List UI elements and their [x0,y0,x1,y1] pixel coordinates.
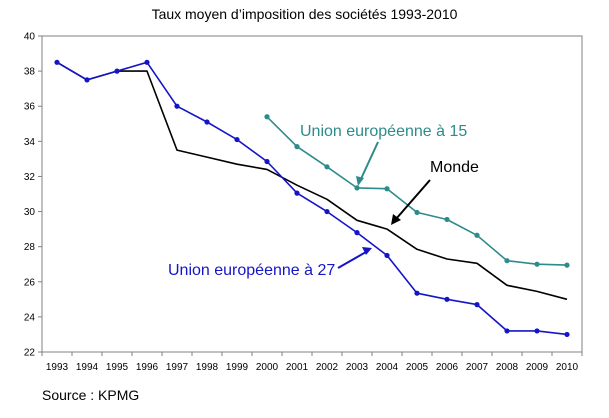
series-label-monde: Monde [430,159,479,176]
series-arrowhead-ue27 [362,247,372,255]
series-1 [264,114,570,268]
series-line [56,61,568,301]
x-tick-label: 1999 [226,362,249,373]
x-tick-label: 2002 [316,362,339,373]
data-point [564,262,570,268]
plot-area [41,35,583,353]
data-point [174,103,180,109]
y-tick-label: 22 [24,348,36,359]
data-point [384,252,390,259]
x-tick-label: 2007 [466,362,489,373]
data-point [414,290,420,296]
data-point [84,77,90,83]
series-arrow-ue27 [337,251,367,269]
series-arrow-monde [395,179,431,220]
data-point [414,209,420,216]
data-point [294,144,300,150]
x-tick-label: 2000 [256,362,279,373]
x-tick-label: 2009 [526,362,549,373]
data-point [474,302,480,308]
data-point [294,190,300,196]
x-tick-label: 1993 [46,362,69,373]
series-arrow-ue15 [359,141,379,182]
x-tick-label: 1997 [166,362,189,373]
data-point [144,59,150,65]
x-tick-label: 2001 [286,362,309,373]
x-tick-label: 2004 [376,362,399,373]
y-tick-label: 32 [24,172,36,183]
x-tick-label: 1998 [196,362,219,373]
y-tick-label: 24 [24,312,36,323]
y-tick-label: 38 [24,67,36,78]
x-tick-label: 1994 [76,362,99,373]
x-tick-label: 2003 [346,362,369,373]
data-point [54,59,60,65]
series-label-ue15: Union européenne à 15 [300,123,467,140]
data-point [354,185,360,191]
data-point [234,136,240,143]
x-tick-label: 2006 [436,362,459,373]
data-point [354,230,360,236]
x-tick-label: 2005 [406,362,429,373]
data-point [504,328,510,334]
series-2 [54,59,570,338]
series-0 [56,61,568,301]
data-point [324,164,330,170]
x-tick-label: 1996 [136,362,159,373]
series-arrowhead-monde [391,214,401,225]
data-point [444,296,450,302]
data-point [114,68,120,74]
y-tick-label: 40 [24,32,36,43]
data-point [534,328,540,334]
data-point [504,258,510,264]
data-point [324,208,330,215]
series-line [56,61,568,336]
y-tick-label: 28 [24,242,36,253]
y-tick-label: 26 [24,277,36,288]
data-point [534,261,540,267]
data-point [564,331,570,338]
data-point [264,158,270,165]
series-arrowhead-ue15 [356,176,364,186]
chart-title: Taux moyen d’imposition des sociétés 199… [151,6,458,22]
x-tick-label: 1995 [106,362,129,373]
source-note: Source : KPMG [42,387,140,403]
data-point [444,216,450,223]
y-tick-label: 30 [24,207,36,218]
y-tick-label: 34 [24,137,36,148]
data-point [204,119,210,125]
data-point [384,186,390,192]
x-tick-label: 2010 [556,362,579,373]
data-point [474,232,480,238]
series-label-ue27: Union européenne à 27 [168,262,335,279]
y-tick-label: 36 [24,102,36,113]
x-tick-label: 2008 [496,362,519,373]
data-point [264,114,270,120]
